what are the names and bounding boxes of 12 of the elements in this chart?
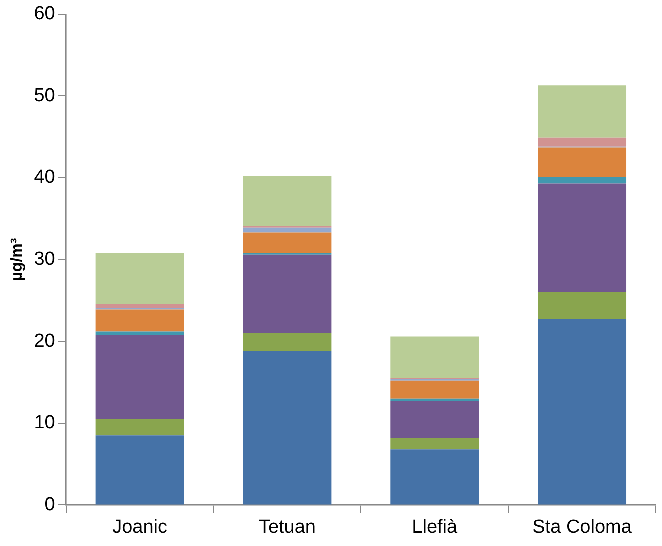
x-tick-label: Llefià — [412, 516, 458, 538]
x-tick-label: Joanic — [112, 516, 168, 538]
y-tick-label: 0 — [44, 494, 56, 516]
y-tick-label: 20 — [34, 330, 56, 352]
y-tick-label: 30 — [34, 249, 56, 270]
y-tick-label: 10 — [34, 412, 56, 434]
y-tick-label: 60 — [34, 4, 56, 25]
x-tick-label: Sta Coloma — [532, 516, 632, 538]
y-tick-label: 50 — [34, 85, 56, 106]
y-axis-title: µg/m³ — [9, 238, 26, 282]
x-tick-label: Tetuan — [258, 516, 316, 538]
y-tick-label: 40 — [34, 167, 56, 188]
